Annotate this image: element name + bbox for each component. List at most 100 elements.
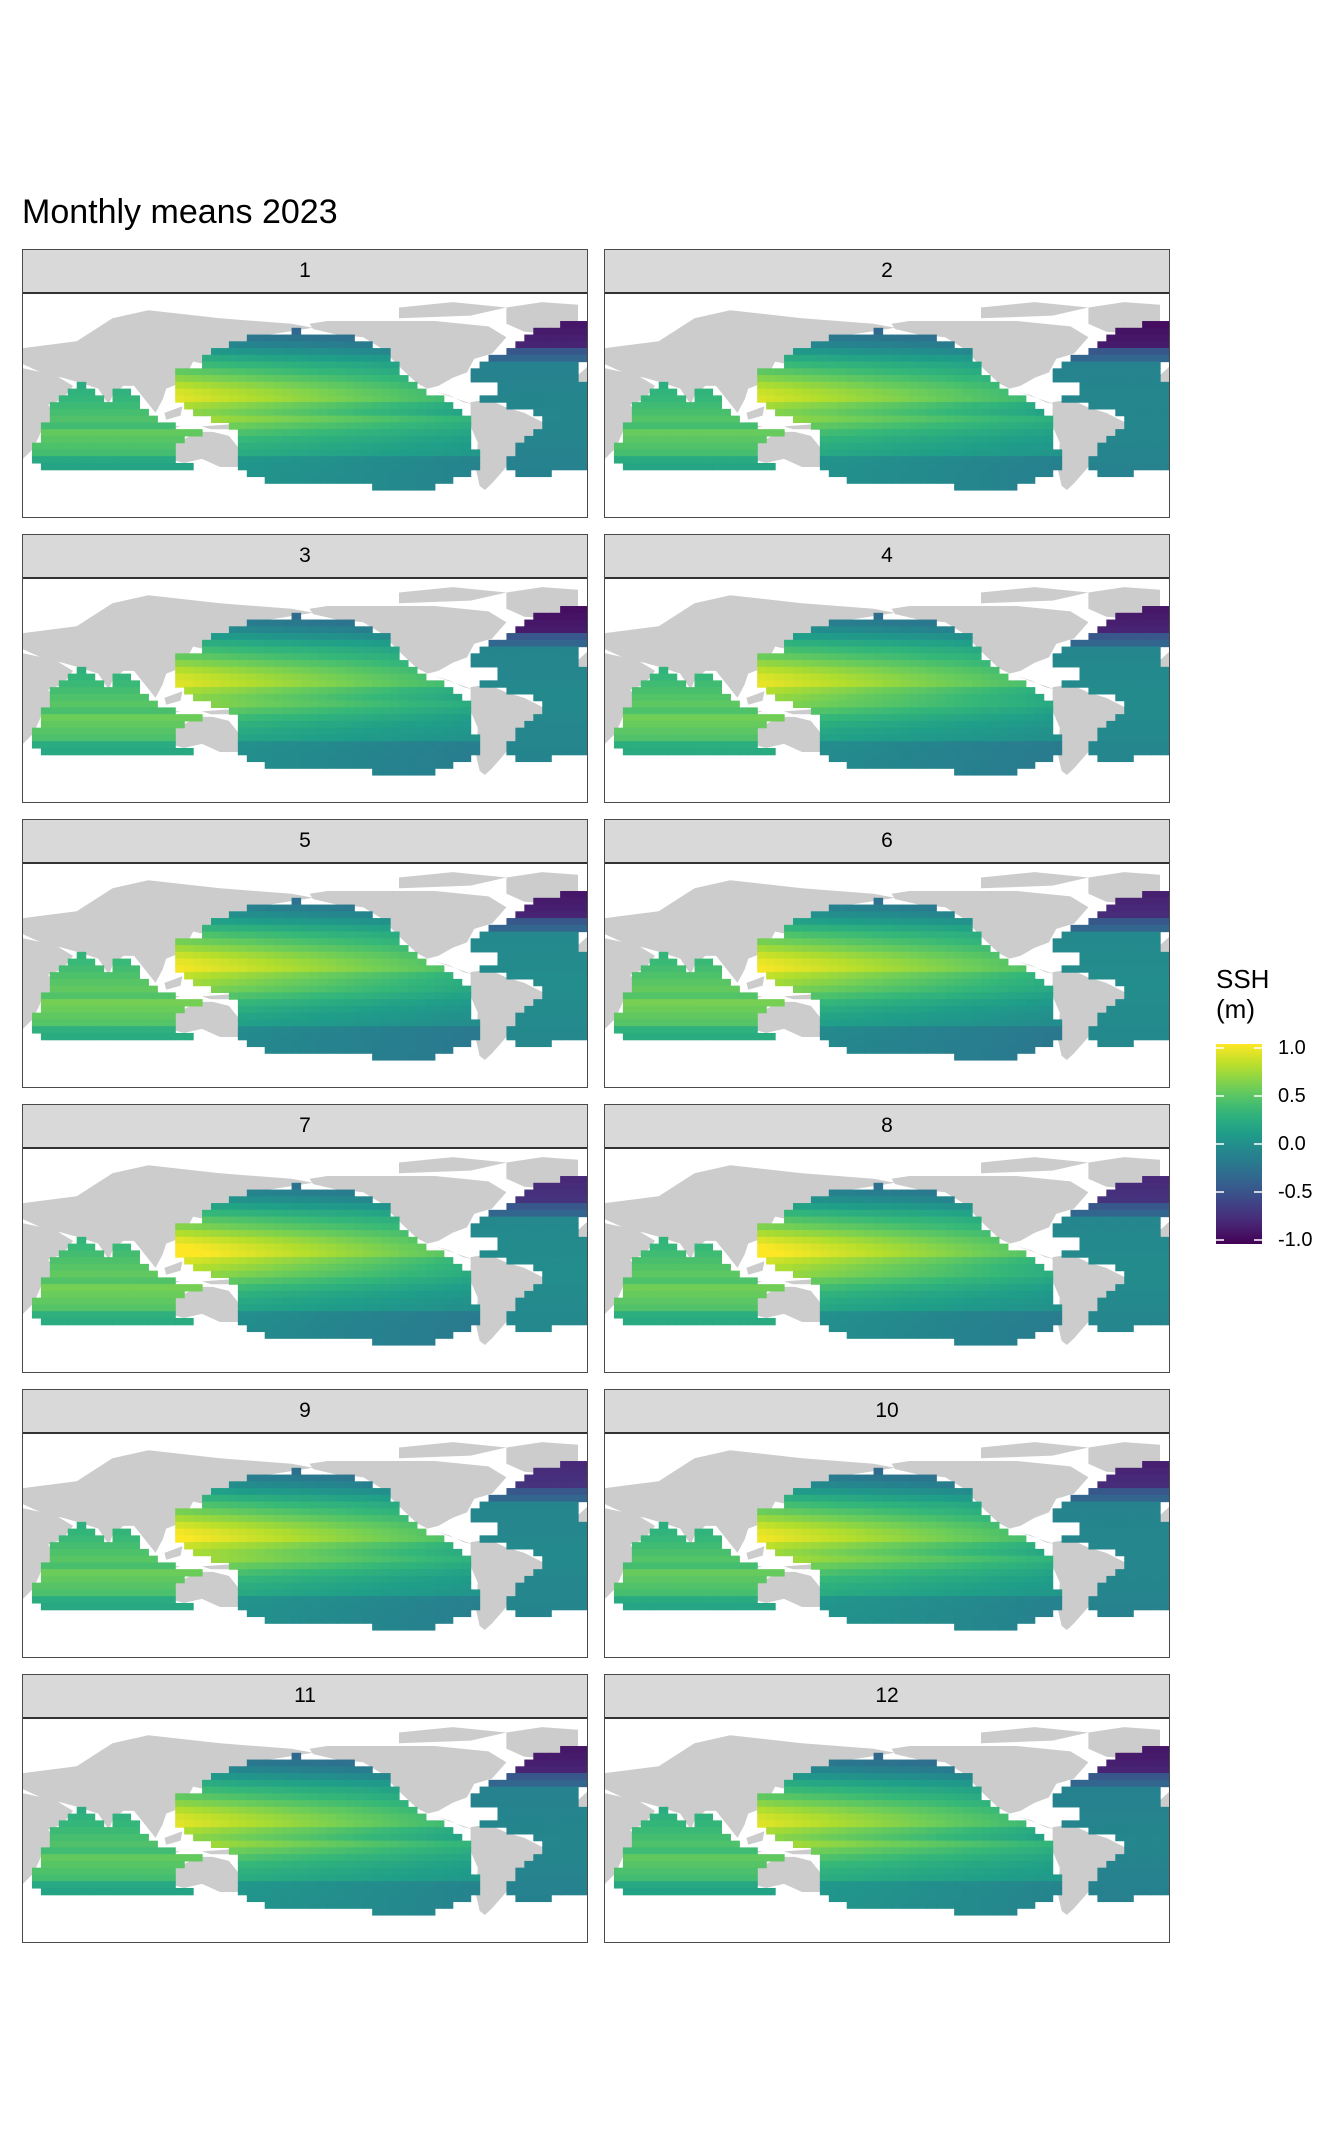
- ssh-cell: [515, 965, 525, 973]
- ssh-cell: [551, 687, 561, 695]
- ssh-cell: [998, 727, 1009, 736]
- ssh-cell: [560, 1012, 570, 1021]
- ssh-cell: [578, 687, 587, 695]
- ssh-cell: [882, 469, 893, 478]
- ssh-cell: [58, 422, 69, 430]
- ssh-cell: [1016, 456, 1027, 464]
- ssh-cell: [407, 442, 418, 451]
- ssh-cell: [1052, 734, 1063, 742]
- ssh-cell: [363, 951, 373, 960]
- ssh-cell: [927, 761, 937, 769]
- ssh-cell: [658, 727, 669, 736]
- ssh-cell: [1115, 720, 1125, 729]
- ssh-cell: [909, 449, 919, 457]
- ssh-cell: [819, 348, 830, 356]
- ssh-cell: [551, 388, 561, 396]
- ssh-cell: [1034, 449, 1045, 457]
- ssh-cell: [1160, 435, 1169, 444]
- ssh-cell: [264, 734, 275, 742]
- ssh-cell: [775, 965, 785, 973]
- ssh-cell: [237, 633, 248, 641]
- ssh-cell: [954, 924, 964, 933]
- ssh-cell: [837, 381, 848, 390]
- ssh-cell: [255, 707, 266, 715]
- ssh-cell: [989, 754, 1000, 763]
- ssh-cell: [837, 402, 848, 410]
- ssh-cell: [282, 747, 293, 756]
- ssh-cell: [551, 612, 561, 621]
- ssh-cell: [936, 456, 946, 464]
- ssh-cell: [694, 687, 705, 695]
- ssh-cell: [309, 727, 320, 736]
- ssh-cell: [569, 321, 579, 329]
- ssh-cell: [76, 978, 87, 987]
- ssh-cell: [954, 945, 964, 953]
- ssh-cell: [399, 700, 409, 708]
- ssh-cell: [560, 375, 570, 383]
- ssh-cell: [336, 388, 346, 396]
- ssh-cell: [309, 334, 320, 342]
- ssh-cell: [318, 368, 328, 376]
- ssh-cell: [246, 918, 257, 926]
- ssh-cell: [112, 687, 123, 695]
- ssh-cell: [658, 429, 669, 437]
- ssh-cell: [712, 714, 722, 722]
- ssh-cell: [139, 700, 149, 708]
- ssh-cell: [1124, 334, 1134, 342]
- ssh-cell: [963, 727, 973, 736]
- ssh-cell: [766, 972, 776, 980]
- ssh-cell: [372, 1026, 382, 1034]
- ssh-cell: [345, 924, 355, 933]
- ssh-cell: [202, 666, 212, 675]
- ssh-cell: [1106, 673, 1116, 681]
- ssh-cell: [246, 945, 257, 953]
- ssh-cell: [963, 429, 973, 437]
- ssh-cell: [1079, 660, 1090, 668]
- ssh-cell: [425, 476, 436, 484]
- ssh-cell: [139, 408, 149, 417]
- ssh-cell: [954, 687, 964, 695]
- ssh-cell: [94, 714, 105, 722]
- ssh-cell: [846, 720, 857, 729]
- ssh-cell: [900, 673, 910, 681]
- ssh-cell: [327, 435, 337, 444]
- ssh-cell: [685, 449, 696, 457]
- ssh-cell: [434, 1032, 445, 1041]
- ssh-cell: [855, 707, 866, 715]
- ssh-cell: [381, 924, 391, 933]
- ssh-cell: [578, 958, 587, 966]
- ssh-cell: [828, 700, 839, 708]
- ssh-cell: [76, 714, 87, 722]
- ssh-cell: [345, 449, 355, 457]
- ssh-cell: [918, 639, 928, 648]
- ssh-cell: [828, 381, 839, 390]
- ssh-cell: [837, 700, 848, 708]
- ssh-cell: [94, 1005, 105, 1014]
- ssh-cell: [291, 985, 302, 993]
- ssh-cell: [434, 449, 445, 457]
- ssh-cell: [291, 429, 302, 437]
- ssh-cell: [810, 375, 821, 383]
- ssh-cell: [748, 442, 758, 451]
- ssh-cell: [425, 999, 436, 1007]
- ssh-cell: [363, 660, 373, 668]
- ssh-cell: [963, 476, 973, 484]
- ssh-cell: [1124, 368, 1134, 376]
- ssh-cell: [739, 429, 749, 437]
- ssh-cell: [327, 965, 337, 973]
- ssh-cell: [443, 727, 454, 736]
- ssh-cell: [640, 747, 651, 756]
- ssh-cell: [1124, 422, 1134, 430]
- ssh-cell: [282, 931, 293, 939]
- ssh-cell: [255, 747, 266, 756]
- ssh-cell: [1142, 687, 1152, 695]
- ssh-cell: [506, 456, 516, 464]
- ssh-cell: [515, 1032, 525, 1041]
- ssh-cell: [569, 958, 579, 966]
- ssh-cell: [613, 741, 624, 749]
- ssh-cell: [927, 931, 937, 939]
- ssh-cell: [282, 422, 293, 430]
- ssh-cell: [1106, 666, 1116, 675]
- ssh-cell: [1079, 646, 1090, 654]
- ssh-cell: [1151, 660, 1161, 668]
